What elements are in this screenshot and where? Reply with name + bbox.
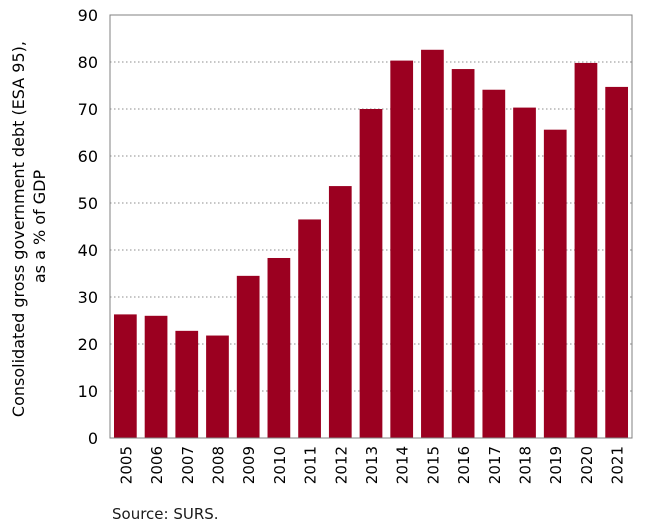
y-axis-title-line-1: Consolidated gross government debt (ESA … [9,41,28,417]
x-tick-label: 2009 [240,446,258,484]
bar-2014 [390,60,414,439]
x-tick-label: 2010 [271,446,289,484]
y-tick-label: 50 [78,194,98,213]
bar-2006 [144,315,168,438]
bar-2009 [236,275,260,438]
x-tick-label: 2021 [609,446,627,484]
y-tick-label: 40 [78,241,98,260]
bar-2013 [359,109,383,438]
bar-2018 [513,107,536,438]
y-axis-ticks: 0 10 20 30 40 50 60 70 80 90 [78,6,98,448]
bars [113,49,629,439]
x-tick-label: 2012 [332,446,350,484]
y-tick-label: 10 [78,382,98,401]
bar-2020 [574,62,598,438]
y-tick-label: 60 [78,147,98,166]
x-tick-label: 2014 [394,446,412,484]
bar-2015 [421,49,444,438]
x-tick-label: 2020 [578,446,596,484]
y-tick-label: 90 [78,6,98,25]
bar-2017 [482,89,506,438]
bar-2010 [267,257,291,438]
bar-2021 [605,86,629,438]
plot-area-frame [109,14,633,439]
x-tick-label: 2018 [517,446,535,484]
x-axis-ticks: 2005 2006 2007 2008 2009 2010 2011 2012 2013 2014… [117,446,626,484]
bar-2007 [175,330,199,438]
x-tick-label: 2016 [455,446,473,484]
x-tick-label: 2017 [486,446,504,484]
y-axis-title: Consolidated gross government debt (ESA … [9,36,49,417]
x-tick-label: 2013 [363,446,381,484]
x-tick-label: 2011 [302,446,320,484]
x-tick-label: 2015 [424,446,442,484]
bar-2005 [113,314,137,438]
y-tick-label: 20 [78,335,98,354]
x-tick-label: 2019 [547,446,565,484]
y-tick-label: 80 [78,53,98,72]
x-tick-label: 2007 [179,446,197,484]
bar-2011 [298,219,321,438]
bar-2019 [543,129,567,438]
bar-2016 [451,69,475,439]
y-tick-label: 0 [88,429,98,448]
y-tick-label: 30 [78,288,98,307]
x-tick-label: 2006 [148,446,166,484]
source-note: Source: SURS. [112,505,219,523]
y-tick-label: 70 [78,100,98,119]
y-axis-title-line-2: as a % of GDP [30,170,49,284]
x-tick-label: 2005 [117,446,135,484]
bar-2008 [206,335,229,438]
bar-2012 [328,186,352,438]
x-tick-label: 2008 [209,446,227,484]
